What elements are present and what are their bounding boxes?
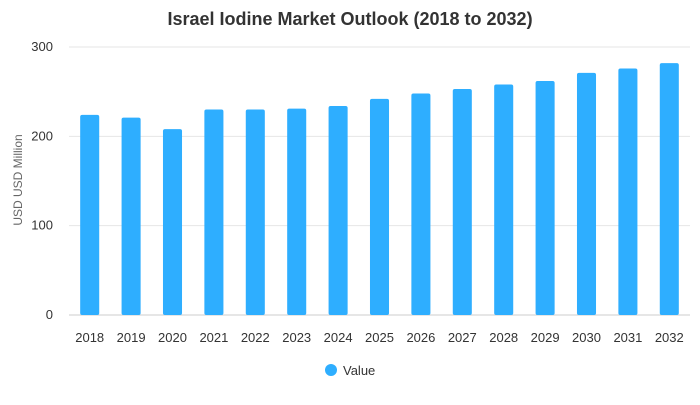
y-tick-label: 0 [46, 307, 53, 322]
bar-2031[interactable] [618, 68, 638, 315]
x-tick-label: 2020 [158, 330, 187, 345]
x-tick-label: 2030 [572, 330, 601, 345]
bar-2024[interactable] [328, 105, 348, 316]
bars [80, 63, 679, 316]
bar-2025[interactable] [369, 98, 390, 316]
x-tick-label: 2024 [324, 330, 353, 345]
bar-2020[interactable] [162, 129, 183, 315]
legend-label: Value [343, 363, 375, 378]
x-tick-label: 2019 [117, 330, 146, 345]
x-tick-label: 2023 [282, 330, 311, 345]
x-tick-label: 2026 [406, 330, 435, 345]
x-tick-label: 2029 [531, 330, 560, 345]
bar-2026[interactable] [411, 93, 431, 315]
x-tick-label: 2032 [655, 330, 684, 345]
bar-2032[interactable] [659, 63, 679, 315]
bar-2019[interactable] [121, 117, 141, 315]
legend[interactable]: Value [325, 363, 375, 378]
x-tick-label: 2031 [613, 330, 642, 345]
y-tick-label: 100 [31, 218, 53, 233]
y-axis-label: USD USD Million [11, 134, 25, 225]
legend-swatch [325, 364, 337, 376]
y-tick-label: 200 [31, 128, 53, 143]
x-tick-label: 2018 [75, 330, 104, 345]
bar-2029[interactable] [535, 80, 555, 316]
chart-title: Israel Iodine Market Outlook (2018 to 20… [167, 9, 532, 29]
y-axis-ticks: 0 100 200 300 [31, 39, 53, 322]
bar-2027[interactable] [452, 88, 472, 315]
x-tick-label: 2025 [365, 330, 394, 345]
x-tick-label: 2021 [199, 330, 228, 345]
y-tick-label: 300 [31, 39, 53, 54]
bar-2023[interactable] [287, 108, 307, 315]
bar-2022[interactable] [245, 109, 265, 316]
bar-2030[interactable] [576, 72, 597, 315]
x-tick-label: 2022 [241, 330, 270, 345]
x-axis-ticks: 2018 2019 2020 2021 2022 2023 2024 2025 2026 2027… [75, 330, 684, 345]
bar-2021[interactable] [204, 109, 224, 316]
x-tick-label: 2028 [489, 330, 518, 345]
bar-2018[interactable] [80, 114, 100, 315]
x-tick-label: 2027 [448, 330, 477, 345]
bar-2028[interactable] [494, 84, 514, 316]
